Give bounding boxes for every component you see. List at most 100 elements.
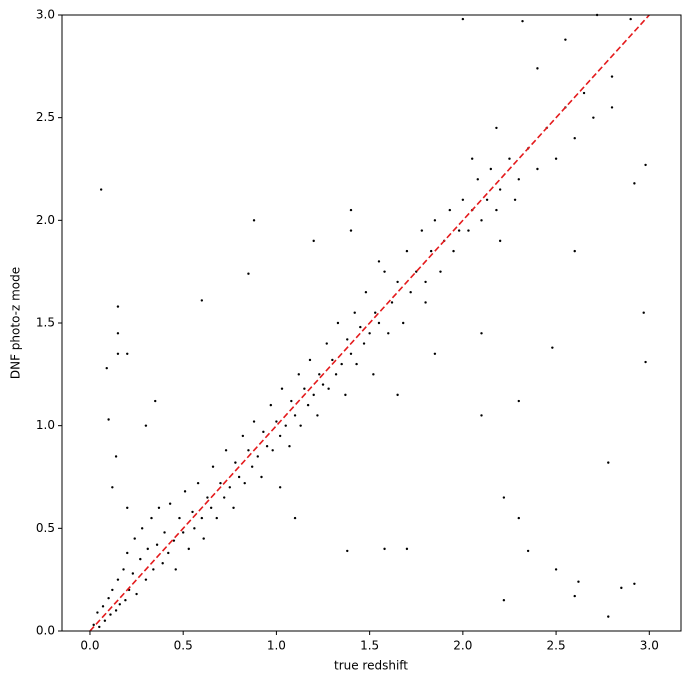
point (592, 116, 595, 119)
point (174, 568, 177, 571)
x-tick-label: 0.5 (174, 639, 193, 653)
point (396, 280, 399, 284)
point (318, 373, 321, 376)
point (154, 399, 157, 403)
point (293, 516, 297, 520)
point (526, 549, 530, 553)
point (150, 516, 153, 520)
point (644, 163, 647, 167)
x-tick-label: 2.0 (453, 639, 472, 653)
point (495, 126, 498, 130)
point (215, 516, 218, 520)
point (211, 465, 215, 468)
point (498, 239, 502, 243)
point (247, 272, 250, 275)
point (325, 342, 328, 345)
point (346, 338, 349, 341)
point (228, 486, 232, 489)
point (280, 387, 284, 390)
point (219, 481, 222, 485)
point (206, 496, 209, 499)
point (554, 157, 558, 160)
point (278, 486, 282, 489)
point (288, 445, 291, 448)
point (96, 611, 99, 614)
point (377, 321, 381, 325)
point (336, 321, 340, 325)
reference-line (89, 15, 650, 631)
point (364, 291, 368, 294)
x-tick-label: 3.0 (640, 639, 659, 653)
point (260, 475, 263, 479)
point (577, 580, 580, 583)
point (433, 352, 437, 355)
point (303, 387, 306, 390)
point (461, 17, 465, 21)
point (133, 537, 136, 540)
point (306, 403, 310, 407)
point (495, 208, 498, 212)
x-tick-label: 0.0 (80, 639, 99, 653)
point (252, 420, 256, 423)
point (299, 424, 302, 427)
point (275, 420, 278, 423)
point (424, 301, 427, 304)
y-tick-label: 2.5 (36, 110, 55, 124)
point (200, 299, 204, 302)
y-tick-label: 0.5 (36, 521, 55, 535)
point (327, 387, 330, 390)
point (247, 449, 250, 452)
point (377, 260, 381, 263)
point (168, 502, 172, 505)
point (126, 506, 129, 509)
point (223, 496, 226, 499)
point (256, 455, 259, 458)
point (517, 178, 520, 181)
point (405, 547, 409, 551)
point (111, 588, 114, 592)
point (331, 358, 334, 362)
point (607, 461, 610, 464)
point (146, 547, 149, 551)
point (209, 506, 213, 509)
point (265, 445, 269, 448)
point (114, 609, 118, 612)
point (433, 219, 437, 222)
point (237, 475, 241, 479)
point (191, 510, 194, 514)
point (224, 449, 228, 452)
point (401, 321, 405, 325)
point (536, 67, 539, 70)
point (196, 481, 200, 485)
point (103, 619, 107, 622)
point (629, 17, 632, 21)
point (521, 19, 524, 23)
point (152, 568, 155, 571)
point (359, 325, 362, 329)
point (480, 414, 483, 417)
point (383, 547, 386, 551)
point (167, 551, 170, 555)
point (340, 362, 343, 366)
point (383, 270, 386, 273)
point (163, 531, 166, 534)
y-tick-label: 2.0 (36, 213, 55, 227)
point (429, 249, 433, 253)
point (362, 342, 366, 345)
point (353, 311, 356, 314)
point (172, 539, 176, 542)
x-tick-label: 1.0 (267, 639, 286, 653)
x-tick-label: 2.5 (547, 639, 566, 653)
point (387, 332, 390, 335)
point (187, 547, 190, 551)
point (290, 399, 293, 403)
point (312, 239, 315, 243)
point (502, 599, 506, 602)
point (135, 592, 138, 596)
x-tick-label: 1.5 (360, 639, 379, 653)
point (508, 157, 511, 160)
point (297, 373, 300, 376)
point (316, 414, 319, 417)
point (293, 414, 297, 417)
